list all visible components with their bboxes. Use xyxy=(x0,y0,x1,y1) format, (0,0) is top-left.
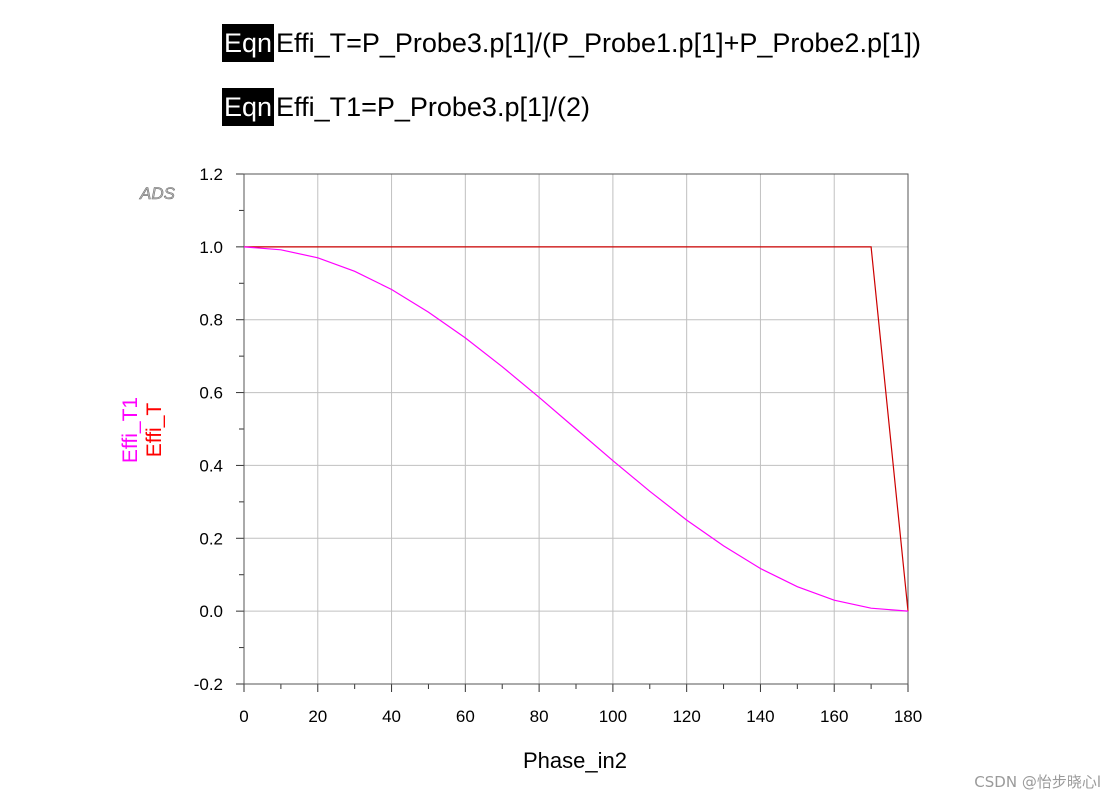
y-tick-labels: -0.2 0.0 0.2 0.4 0.6 0.8 1.0 1.2 xyxy=(194,165,223,694)
y-axis-label-effi-t: Effi_T xyxy=(143,403,166,458)
y-tick-label: 1.2 xyxy=(199,165,223,184)
y-tick-label: 0.4 xyxy=(199,456,223,475)
x-tick-label: 80 xyxy=(530,707,549,726)
y-tick-label: 1.0 xyxy=(199,238,223,257)
y-tick-label: 0.0 xyxy=(199,602,223,621)
x-tick-label: 120 xyxy=(672,707,700,726)
ads-logo: ADS xyxy=(139,184,176,203)
x-tick-label: 20 xyxy=(308,707,327,726)
x-tick-label: 0 xyxy=(239,707,248,726)
x-tick-label: 60 xyxy=(456,707,475,726)
eqn-tag: Eqn xyxy=(222,24,275,62)
equation-text: Effi_T1=P_Probe3.p[1]/(2) xyxy=(276,91,590,122)
y-tick-label: 0.2 xyxy=(199,529,223,548)
equation-effi-t: Eqn Effi_T=P_Probe3.p[1]/(P_Probe1.p[1]+… xyxy=(222,24,921,62)
x-tick-label: 100 xyxy=(599,707,627,726)
series-line-effi-t xyxy=(244,246,909,612)
series-group xyxy=(243,246,909,612)
x-tick-label: 40 xyxy=(382,707,401,726)
eqn-tag: Eqn xyxy=(222,88,275,126)
equation-text: Effi_T=P_Probe3.p[1]/(P_Probe1.p[1]+P_Pr… xyxy=(276,27,921,58)
series-line-effi-t1 xyxy=(243,246,909,612)
x-tick-label: 140 xyxy=(746,707,774,726)
x-tick-label: 160 xyxy=(820,707,848,726)
plot-area-frame xyxy=(243,173,909,685)
x-tick-label: 180 xyxy=(894,707,922,726)
y-axis-label-effi-t1: Effi_T1 xyxy=(119,397,142,463)
minor-ticks xyxy=(236,173,909,692)
x-axis-label: Phase_in2 xyxy=(523,748,627,773)
watermark: CSDN @怡步晓心l xyxy=(974,773,1101,791)
y-tick-label: 0.8 xyxy=(199,311,223,330)
y-tick-label: -0.2 xyxy=(194,675,223,694)
y-tick-label: 0.6 xyxy=(199,384,223,403)
x-tick-labels: 0 20 40 60 80 100 120 140 160 180 xyxy=(239,707,922,726)
equation-effi-t1: Eqn Effi_T1=P_Probe3.p[1]/(2) xyxy=(222,88,590,126)
